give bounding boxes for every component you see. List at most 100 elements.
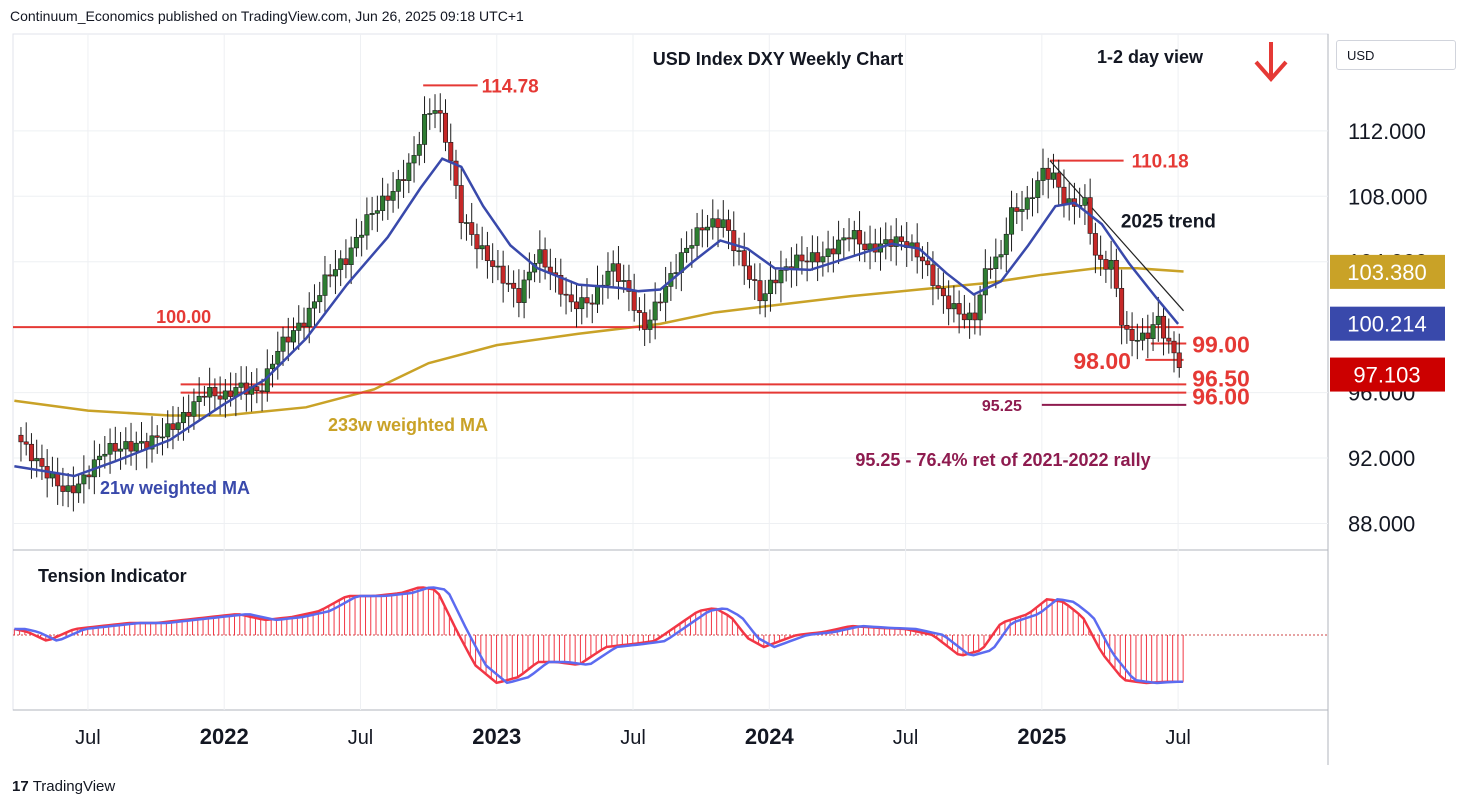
candle-body <box>746 265 752 280</box>
candle-body <box>107 443 113 455</box>
level-lines <box>13 84 1187 406</box>
candle-body <box>993 256 999 269</box>
y-tick-label: 88.000 <box>1348 511 1415 536</box>
candle-body <box>998 254 1004 258</box>
candle-body <box>626 280 632 292</box>
candle-body <box>338 258 344 270</box>
candle-body <box>1003 233 1009 255</box>
candle-body <box>212 387 218 397</box>
trendline-label: 2025 trend <box>1121 211 1216 232</box>
y-tick-label: 112.000 <box>1348 119 1426 144</box>
candle-body <box>112 443 118 452</box>
candle-body <box>961 313 967 321</box>
candle-body <box>259 390 265 393</box>
candle-body <box>631 291 637 311</box>
candle-body <box>97 455 103 461</box>
candle-body <box>946 295 952 310</box>
candle-body <box>364 214 370 236</box>
candle-body <box>642 312 648 330</box>
ma233-series <box>14 267 1184 417</box>
candle-body <box>988 268 994 270</box>
candle-body <box>1113 259 1119 289</box>
candle-body <box>794 254 800 270</box>
candle-body <box>401 179 407 181</box>
candle-body <box>228 390 234 397</box>
candle-body <box>1082 197 1088 206</box>
price-tag-text: 97.103 <box>1353 363 1420 388</box>
candle-body <box>919 256 925 262</box>
candle-body <box>18 434 24 443</box>
footer-brand[interactable]: TradingView <box>32 778 116 795</box>
candle-body <box>867 243 873 250</box>
candle-body <box>862 243 868 250</box>
x-tick-label: Jul <box>620 727 646 749</box>
candle-body <box>1098 254 1104 260</box>
candle-body <box>416 144 422 156</box>
candle-body <box>972 312 978 321</box>
candle-body <box>977 294 983 321</box>
candle-body <box>448 142 454 162</box>
candle-body <box>484 245 490 261</box>
candle-body <box>1035 180 1041 198</box>
candle-body <box>516 288 522 303</box>
candle-body <box>191 401 197 417</box>
x-tick-label: 2024 <box>745 724 795 749</box>
candle-body <box>374 210 380 214</box>
candle-body <box>86 474 92 478</box>
chart-title: USD Index DXY Weekly Chart <box>653 49 903 69</box>
tradingview-logo-icon[interactable]: 17 <box>12 778 29 795</box>
candle-body <box>615 263 621 282</box>
candle-body <box>1061 186 1067 205</box>
candle-body <box>217 395 223 400</box>
candle-body <box>76 483 82 494</box>
candle-body <box>647 319 653 330</box>
tension-slow-line <box>14 586 1184 685</box>
candle-body <box>55 472 61 487</box>
tension-indicator-pane <box>13 586 1328 685</box>
x-tick-label: Jul <box>1165 727 1191 749</box>
candle-body <box>128 441 134 452</box>
candle-body <box>951 303 957 310</box>
candle-body <box>689 245 695 249</box>
candle-body <box>327 274 333 277</box>
candle-body <box>579 297 585 310</box>
candle-body <box>280 336 286 352</box>
candle-body <box>799 254 805 262</box>
candle-body <box>207 387 213 398</box>
candle-body <box>332 269 338 277</box>
candle-body <box>474 234 480 250</box>
candle-body <box>1056 172 1062 188</box>
candle-body <box>175 422 181 430</box>
candle-body <box>584 297 590 304</box>
candle-body <box>778 269 784 284</box>
candle-body <box>568 294 574 303</box>
candle-body <box>65 485 71 492</box>
candle-body <box>301 322 307 328</box>
tension-title: Tension Indicator <box>38 566 187 586</box>
arrow-head <box>1254 60 1288 83</box>
candle-body <box>317 295 323 303</box>
level-label-96.00: 96.00 <box>1192 384 1250 410</box>
currency-selector[interactable]: USD <box>1336 40 1456 70</box>
candle-body <box>1140 332 1146 341</box>
candle-body <box>170 423 176 430</box>
candle-body <box>720 219 726 228</box>
candle-body <box>1045 167 1051 180</box>
candle-body <box>762 293 768 302</box>
candle-body <box>705 226 711 231</box>
candle-body <box>1176 352 1182 368</box>
level-label-110.18: 110.18 <box>1132 152 1189 173</box>
candle-body <box>883 239 889 245</box>
candle-body <box>663 286 669 303</box>
candle-body <box>275 350 281 365</box>
candle-body <box>940 288 946 297</box>
level-label-96.50: 96.50 <box>1192 365 1250 391</box>
candle-body <box>930 264 936 286</box>
candle-body <box>154 435 160 438</box>
candle-body <box>453 160 459 186</box>
candle-body <box>594 284 600 305</box>
candle-body <box>196 395 202 402</box>
x-tick-label: Jul <box>348 727 374 749</box>
candle-body <box>353 237 359 249</box>
